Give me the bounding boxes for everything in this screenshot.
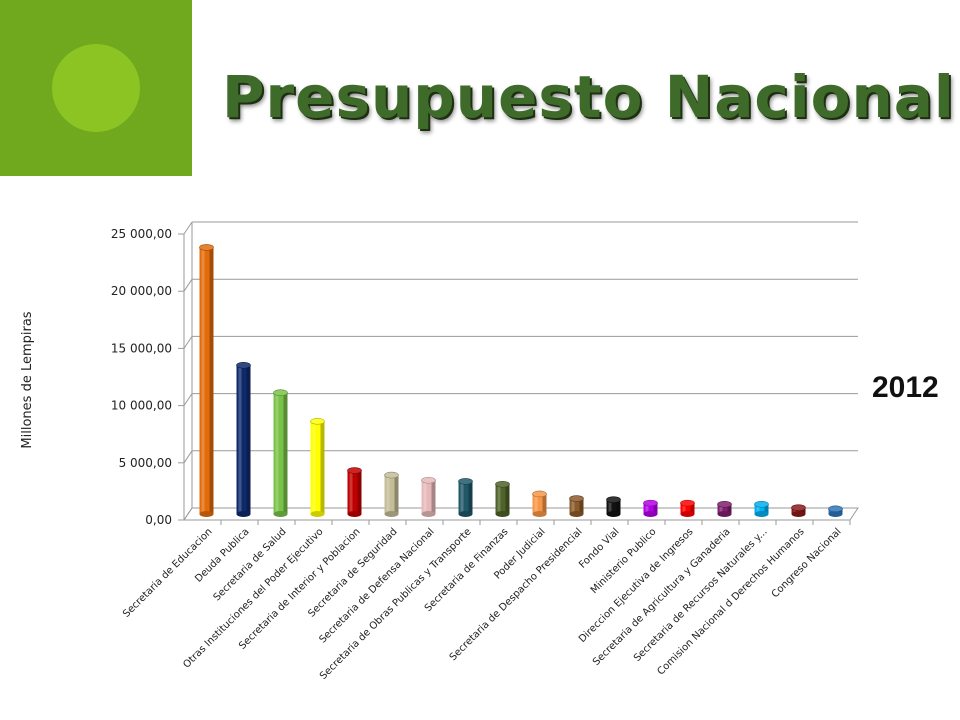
bar-top [310, 418, 325, 425]
bar-base [569, 511, 584, 517]
gridline-depth [183, 450, 193, 464]
bar-shadow [246, 365, 251, 514]
bar-shadow [616, 499, 621, 514]
bar-highlight [534, 493, 538, 514]
bar-top [495, 480, 510, 488]
bar-highlight [386, 475, 390, 514]
x-category-label: Ministerio Publico [589, 526, 659, 596]
bar-top [236, 361, 251, 369]
bar-base [310, 511, 325, 517]
bar-base [458, 511, 473, 517]
bar-shadow [431, 480, 436, 514]
bar-base [717, 511, 732, 517]
bar-shadow [690, 503, 695, 514]
bar-highlight [349, 470, 353, 514]
x-category-label: Otras Instituciones del Poder Ejecutivo [181, 526, 325, 670]
y-tick-label: 20 000,00 [111, 284, 172, 298]
bar-highlight [497, 484, 501, 514]
bar-base [791, 511, 806, 517]
bar-top [199, 244, 214, 251]
bar-highlight [719, 504, 723, 514]
bar-highlight [275, 392, 279, 514]
bar-top [754, 500, 769, 508]
bar-top [643, 499, 658, 507]
bar-highlight [571, 498, 575, 514]
bar-top [569, 495, 584, 502]
bar [717, 504, 732, 514]
y-tick-label: 25 000,00 [111, 227, 172, 241]
bar-shadow [579, 498, 584, 514]
year-label: 2012 [872, 371, 939, 404]
bar-highlight [682, 503, 686, 514]
bar-top [458, 478, 473, 485]
bar-shadow [357, 470, 362, 514]
bar [680, 503, 695, 514]
bar-shadow [320, 421, 325, 514]
bar-shadow [727, 504, 732, 514]
bar-top [680, 499, 695, 507]
bar-shadow [542, 493, 547, 514]
bar-top [421, 476, 436, 484]
bar-base [273, 511, 288, 517]
bar-base [680, 511, 695, 517]
x-category-label: Secretaria de Despacho Presidencial [448, 526, 585, 663]
bar-base [199, 511, 214, 517]
bar [754, 504, 769, 514]
bar-top [717, 500, 732, 508]
bar-base [495, 511, 510, 517]
bar-top [532, 490, 547, 498]
bar-top [606, 496, 621, 504]
gridline-depth [183, 336, 193, 349]
y-tick-label: 5 000,00 [119, 456, 172, 470]
bar-top [791, 504, 806, 512]
bar-shadow [764, 504, 769, 514]
bar-shadow [801, 507, 806, 514]
bar-top [347, 467, 362, 474]
bar-highlight [238, 365, 242, 514]
bar-shadow [505, 484, 510, 514]
bar-top [828, 505, 843, 513]
bar-shadow [653, 503, 658, 514]
bar-highlight [645, 503, 649, 514]
slide-title: Presupuesto Nacional [222, 63, 955, 131]
bar-base [643, 511, 658, 517]
bar-base [421, 511, 436, 517]
bar-base [606, 511, 621, 517]
gridline-depth [183, 393, 193, 406]
bar-highlight [460, 481, 464, 514]
bar-base [754, 511, 769, 517]
y-tick-label: 15 000,00 [111, 341, 172, 355]
y-tick-label: 0,00 [145, 513, 172, 527]
bar-top [384, 471, 399, 479]
x-category-label: Congreso Nacional [770, 526, 844, 600]
bar-shadow [209, 247, 214, 514]
bar-shadow [394, 475, 399, 514]
bar-highlight [423, 480, 427, 514]
bar-base [347, 511, 362, 517]
x-category-label: Secretaria de Agricultura y Ganaderia [591, 526, 733, 668]
bar-shadow [283, 392, 288, 514]
bar-base [532, 511, 547, 517]
bar-base [384, 511, 399, 517]
x-category-label: Secretaria de Salud [212, 526, 289, 603]
bar-shadow [468, 481, 473, 514]
accent-corner-block [0, 0, 192, 176]
bar-base [828, 511, 843, 517]
x-category-label: Secretaria de Recursos Naturales y... [632, 526, 770, 664]
bar-highlight [312, 421, 316, 514]
accent-circle [52, 44, 140, 132]
bar-highlight [201, 247, 205, 514]
bar-highlight [608, 499, 612, 514]
gridline-depth [183, 278, 193, 292]
bar [643, 503, 658, 514]
y-tick-label: 10 000,00 [111, 399, 172, 413]
bar-base [236, 511, 251, 517]
bar-highlight [756, 504, 760, 514]
y-axis-title: Millones de Lempiras [20, 311, 35, 448]
gridline-depth [183, 221, 193, 235]
bar-top [273, 389, 288, 397]
bar-highlight [793, 507, 797, 514]
